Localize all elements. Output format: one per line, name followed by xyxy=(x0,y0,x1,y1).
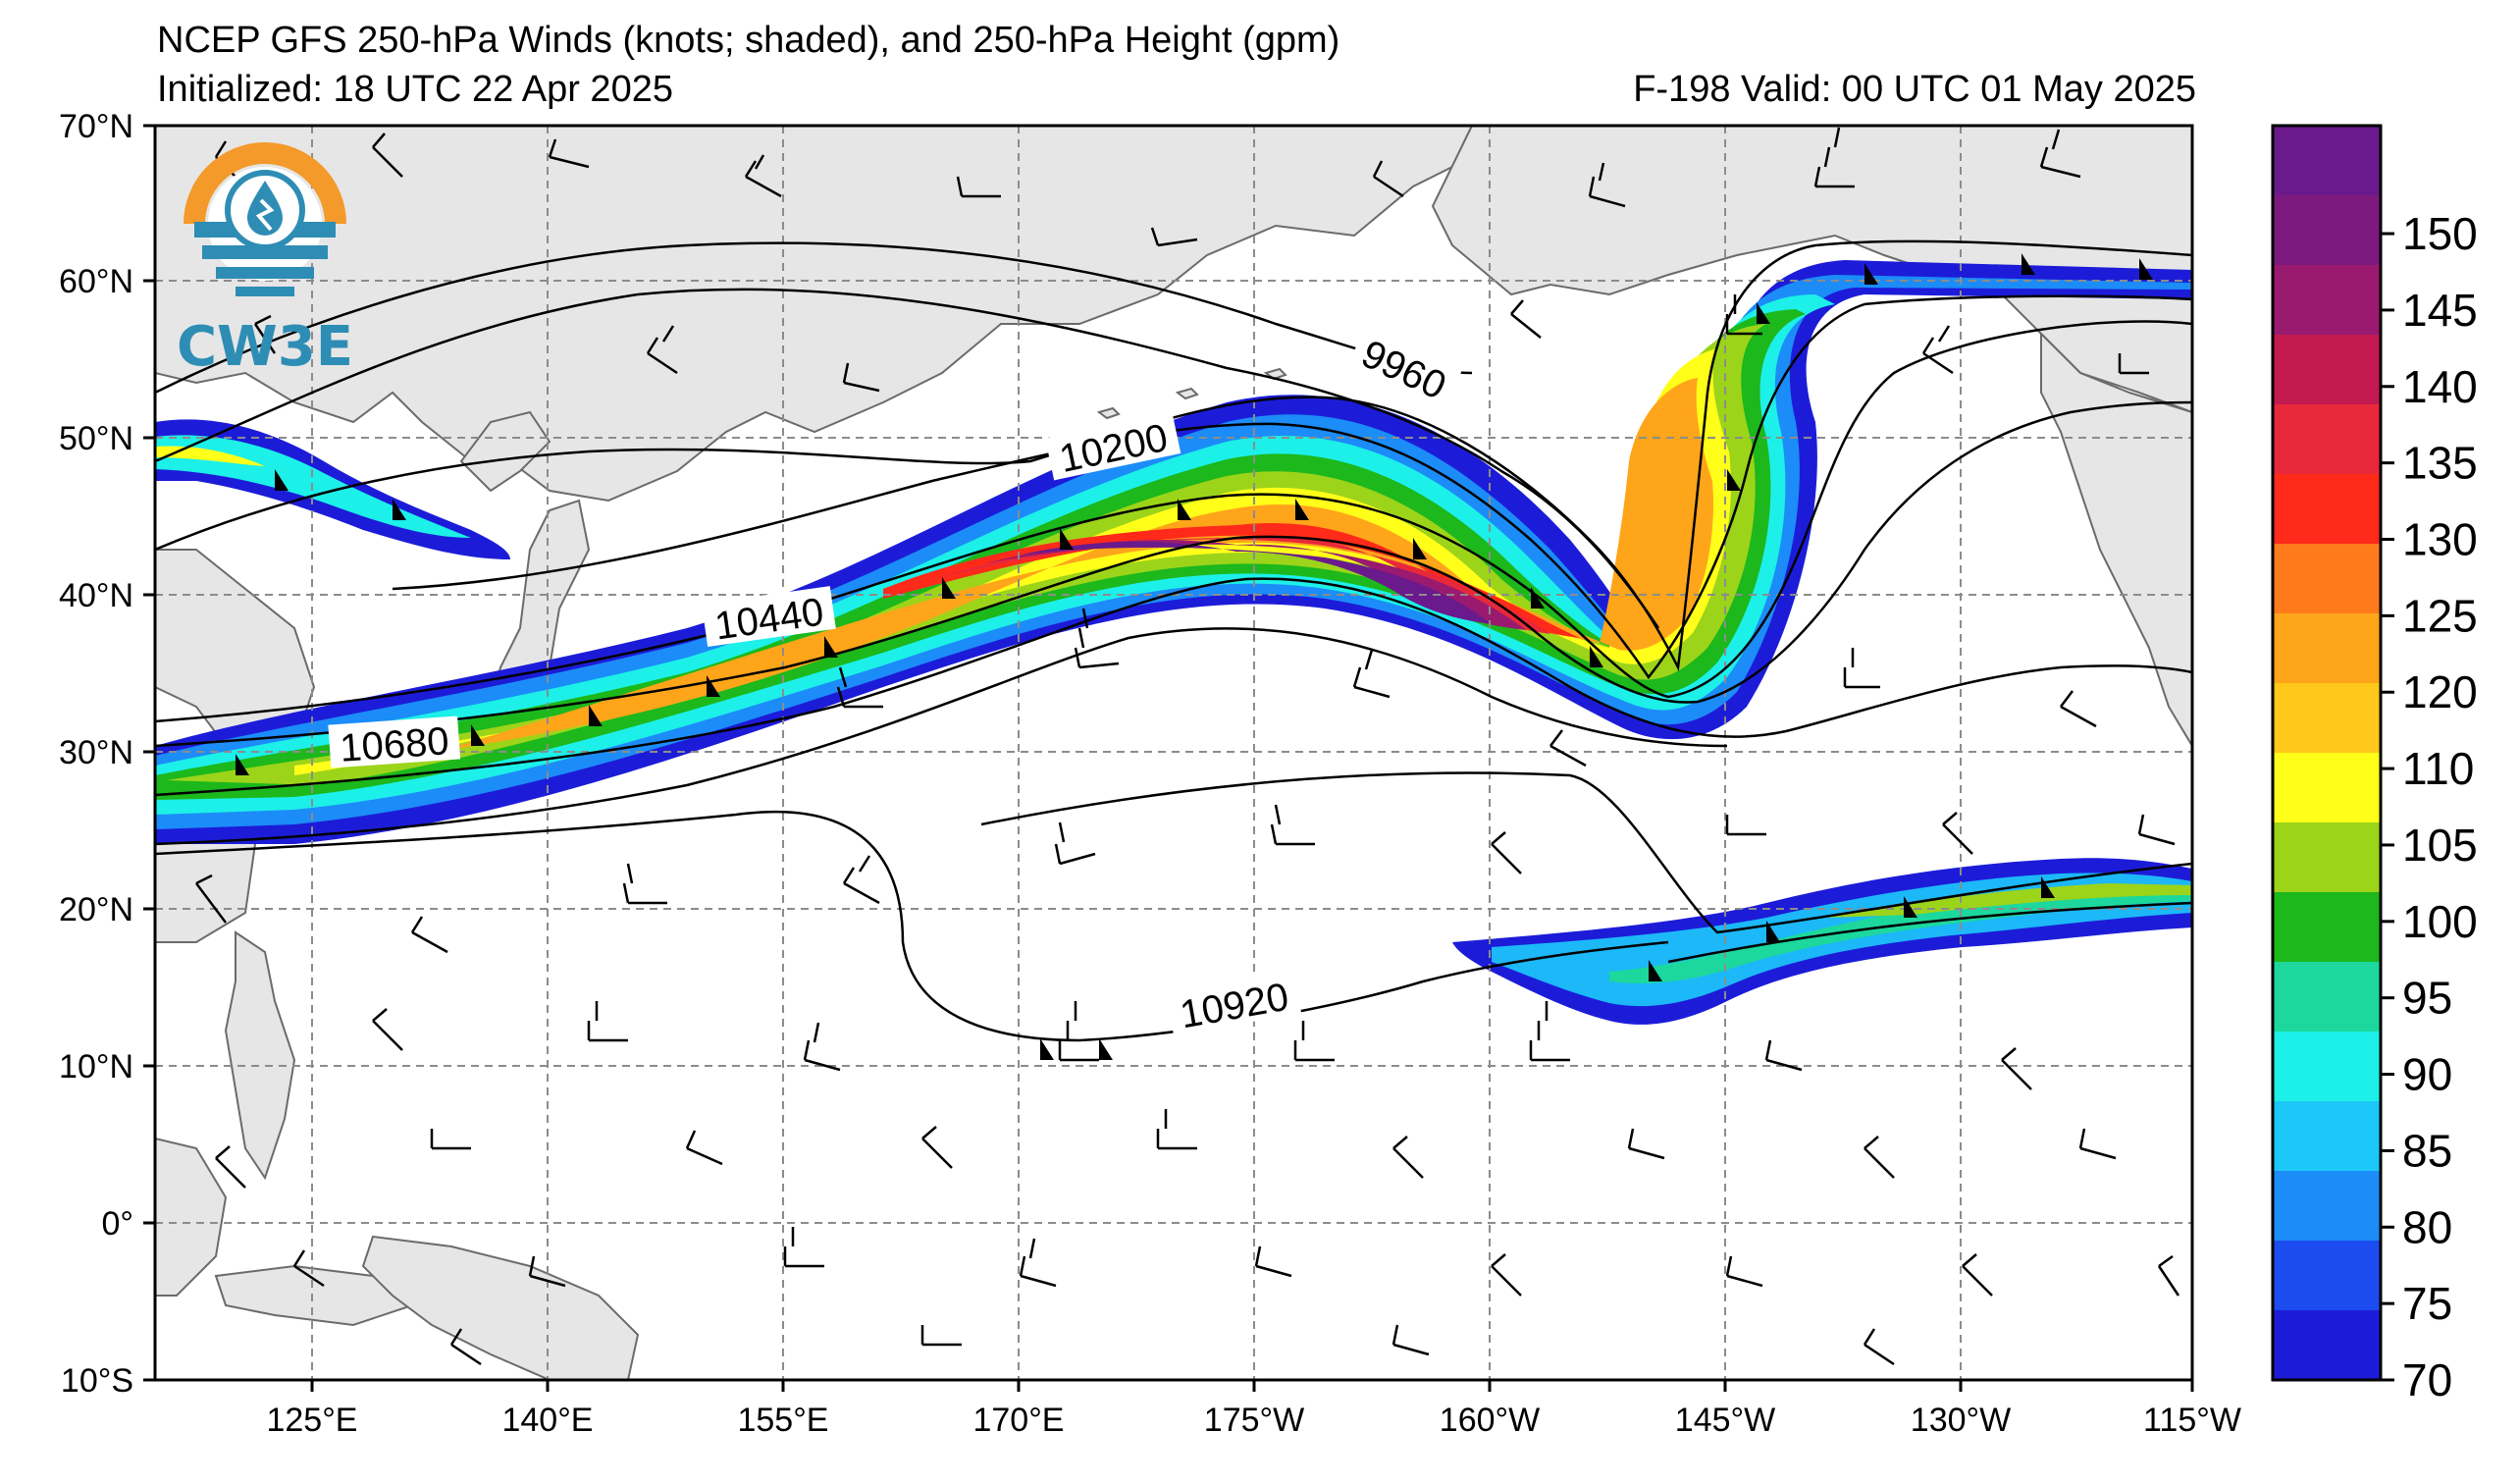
lat-label: 20°N xyxy=(59,891,133,928)
colorbar-swatch xyxy=(2273,962,2381,1033)
wind-barbs xyxy=(195,127,2180,1366)
colorbar-swatch xyxy=(2273,822,2381,893)
colorbar-swatch xyxy=(2273,613,2381,684)
colorbar-label: 140 xyxy=(2402,361,2478,412)
colorbar-label: 135 xyxy=(2402,438,2478,489)
colorbar-swatch xyxy=(2273,474,2381,545)
lat-label: 30°N xyxy=(59,734,133,771)
axis-ticks xyxy=(143,124,2194,1392)
lon-label: 170°E xyxy=(972,1402,1064,1439)
colorbar-swatch xyxy=(2273,1032,2381,1102)
lat-label: 70°N xyxy=(59,108,133,145)
lat-label: 0° xyxy=(101,1205,133,1243)
contour-label-10680: 10680 xyxy=(328,715,461,770)
colorbar-swatch xyxy=(2273,753,2381,823)
colorbar-swatch xyxy=(2273,892,2381,963)
colorbar-label: 85 xyxy=(2402,1125,2452,1176)
colorbar-label: 150 xyxy=(2402,208,2478,259)
colorbar-swatch xyxy=(2273,1310,2381,1381)
colorbar-swatch xyxy=(2273,683,2381,754)
colorbar-swatch xyxy=(2273,1171,2381,1242)
colorbar-swatch xyxy=(2273,335,2381,405)
lon-label: 160°W xyxy=(1440,1402,1540,1439)
colorbar-label: 105 xyxy=(2402,820,2478,871)
land xyxy=(155,126,2192,1380)
lat-label: 10°N xyxy=(59,1048,133,1086)
colorbar-swatch xyxy=(2273,544,2381,614)
colorbar-label: 110 xyxy=(2402,743,2474,794)
colorbar-swatch xyxy=(2273,1241,2381,1311)
colorbar-label: 80 xyxy=(2402,1201,2452,1252)
colorbar-swatch xyxy=(2273,404,2381,475)
colorbar-label: 70 xyxy=(2402,1354,2452,1405)
longitude-labels: 125°E 140°E 155°E 170°E 175°W 160°W 145°… xyxy=(266,1402,2240,1439)
lon-label: 115°W xyxy=(2143,1402,2241,1439)
colorbar-label: 100 xyxy=(2402,896,2478,947)
lon-label: 155°E xyxy=(737,1402,828,1439)
lightning-icon xyxy=(255,198,275,232)
lon-label: 145°W xyxy=(1675,1402,1775,1439)
colorbar-label: 125 xyxy=(2402,590,2478,641)
lat-label: 50°N xyxy=(59,420,133,457)
colorbar-label: 95 xyxy=(2402,973,2452,1024)
latitude-labels: 70°N 60°N 50°N 40°N 30°N 20°N 10°N 0° 10… xyxy=(59,108,133,1400)
map-title: NCEP GFS 250-hPa Winds (knots; shaded), … xyxy=(157,20,1340,61)
lat-label: 40°N xyxy=(59,577,133,614)
lat-label: 10°S xyxy=(61,1362,133,1400)
lon-label: 175°W xyxy=(1204,1402,1304,1439)
lon-label: 125°E xyxy=(266,1402,357,1439)
colorbar-label: 120 xyxy=(2402,666,2478,717)
colorbar-label: 75 xyxy=(2402,1278,2452,1329)
colorbar-swatch xyxy=(2273,195,2381,266)
colorbar-frame xyxy=(2271,124,2383,1382)
colorbar-labels: 150 145 140 135 130 125 120 110 105 100 95 90 85 80 75… xyxy=(2402,208,2478,1405)
lon-label: 130°W xyxy=(1911,1402,2011,1439)
logo-text: CW3E xyxy=(177,315,353,379)
lon-label: 140°E xyxy=(501,1402,593,1439)
colorbar-label: 90 xyxy=(2402,1049,2452,1100)
colorbar-swatch xyxy=(2273,126,2381,196)
colorbar-label: 145 xyxy=(2402,285,2478,336)
colorbar: 150 145 140 135 130 125 120 110 105 100 95 90 85 80 75… xyxy=(2271,124,2478,1405)
valid-time: F-198 Valid: 00 UTC 01 May 2025 xyxy=(1633,69,2196,110)
cw3e-logo: CW3E xyxy=(177,142,353,379)
colorbar-swatch xyxy=(2273,1101,2381,1172)
water-drop-icon xyxy=(247,181,283,236)
colorbar-ticks xyxy=(2381,232,2394,1382)
contour-label-10920: 10920 xyxy=(1166,970,1302,1036)
lat-label: 60°N xyxy=(59,263,133,300)
contour-text-10680: 10680 xyxy=(339,719,450,770)
colorbar-swatch xyxy=(2273,265,2381,336)
colorbar-swatches xyxy=(2273,126,2381,1381)
colorbar-label: 130 xyxy=(2402,514,2478,565)
init-time: Initialized: 18 UTC 22 Apr 2025 xyxy=(157,69,673,110)
